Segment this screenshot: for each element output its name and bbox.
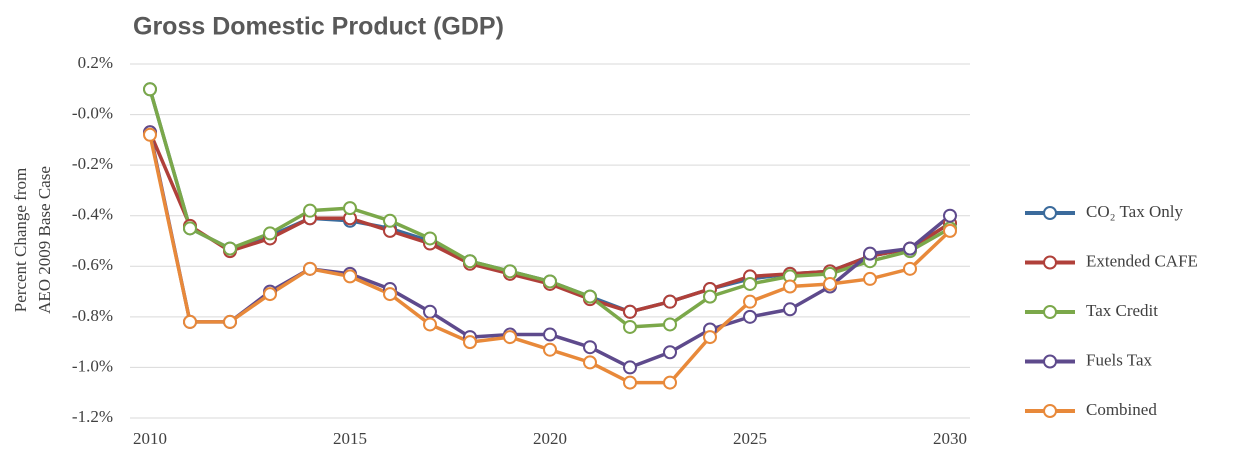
y-tick-label: -0.0% <box>72 103 113 122</box>
data-point <box>863 246 877 261</box>
data-point <box>143 82 157 97</box>
data-point <box>183 314 197 329</box>
data-point <box>903 261 917 276</box>
data-point <box>503 330 517 345</box>
data-point <box>663 294 677 309</box>
data-point <box>663 317 677 332</box>
data-point <box>743 276 757 291</box>
data-point <box>903 241 917 256</box>
x-tick-label: 2015 <box>333 429 367 448</box>
x-tick-label: 2025 <box>733 429 767 448</box>
data-point <box>703 289 717 304</box>
data-point <box>423 231 437 246</box>
legend-marker <box>1043 354 1057 369</box>
legend-label: Extended CAFE <box>1086 251 1198 270</box>
data-point <box>223 241 237 256</box>
data-point <box>743 294 757 309</box>
y-tick-label: -0.4% <box>72 205 113 224</box>
data-point <box>183 221 197 236</box>
legend-label: Fuels Tax <box>1086 350 1153 369</box>
chart-title: Gross Domestic Product (GDP) <box>133 13 504 41</box>
data-point <box>263 226 277 241</box>
data-point <box>503 264 517 279</box>
data-point <box>783 279 797 294</box>
data-point <box>343 201 357 216</box>
y-axis-label: AEO 2009 Base Case <box>35 166 54 314</box>
data-point <box>423 304 437 319</box>
x-tick-label: 2010 <box>133 429 167 448</box>
data-point <box>143 127 157 142</box>
y-tick-label: -1.0% <box>72 356 113 375</box>
data-point <box>783 302 797 317</box>
data-point <box>263 287 277 302</box>
data-point <box>943 223 957 238</box>
data-point <box>823 276 837 291</box>
legend-label: Combined <box>1086 400 1157 419</box>
data-point <box>623 375 637 390</box>
data-point <box>543 327 557 342</box>
legend-label: CO₂ Tax Only <box>1086 202 1183 221</box>
data-point <box>543 274 557 289</box>
legend-label: Tax Credit <box>1086 301 1158 320</box>
legend-marker <box>1043 255 1057 270</box>
legend-marker <box>1043 404 1057 418</box>
y-tick-label: -1.2% <box>72 407 113 426</box>
data-point <box>303 261 317 276</box>
data-point <box>583 355 597 370</box>
y-tick-label: -0.2% <box>72 154 113 173</box>
data-point <box>663 375 677 390</box>
data-point <box>463 335 477 350</box>
y-tick-label: 0.2% <box>78 53 113 72</box>
y-tick-label: -0.8% <box>72 306 113 325</box>
y-tick-label: -0.6% <box>72 255 113 274</box>
x-tick-label: 2020 <box>533 429 567 448</box>
y-axis-label: Percent Change from <box>11 168 30 312</box>
data-point <box>863 271 877 286</box>
data-point <box>383 213 397 228</box>
x-tick-label: 2030 <box>933 429 967 448</box>
data-point <box>623 360 637 375</box>
data-point <box>383 287 397 302</box>
data-point <box>623 319 637 334</box>
data-point <box>543 342 557 357</box>
data-point <box>343 269 357 284</box>
data-point <box>463 254 477 269</box>
data-point <box>703 330 717 345</box>
data-point <box>223 314 237 329</box>
legend-marker <box>1043 206 1057 220</box>
data-point <box>743 309 757 324</box>
data-point <box>943 208 957 223</box>
data-point <box>583 289 597 304</box>
data-point <box>303 203 317 218</box>
data-point <box>583 340 597 355</box>
legend-marker <box>1043 305 1057 319</box>
data-point <box>623 304 637 319</box>
data-point <box>423 317 437 332</box>
data-point <box>663 345 677 360</box>
